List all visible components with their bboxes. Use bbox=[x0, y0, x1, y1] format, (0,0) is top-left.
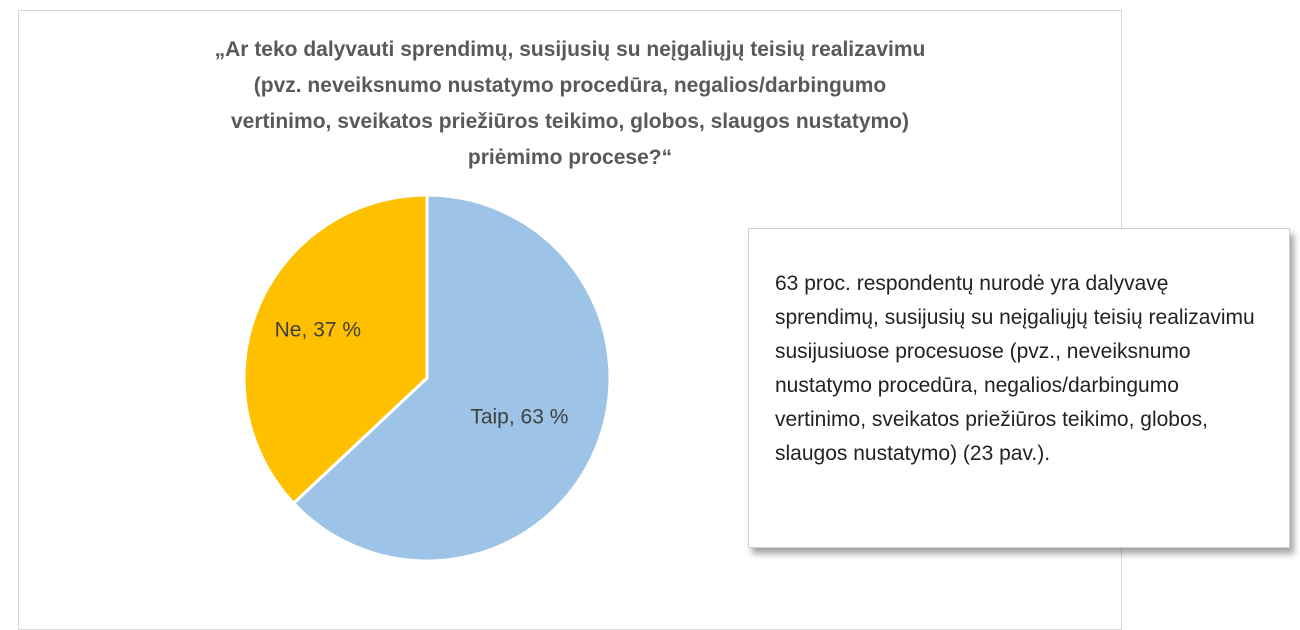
pie-slice bbox=[242, 193, 429, 506]
annotation: 63 proc. respondentų nurodė yra dalyvavę… bbox=[775, 272, 1255, 465]
data-label: Ne, 37 % bbox=[275, 318, 361, 341]
page: „Ar teko dalyvauti sprendimų, susijusių … bbox=[18, 10, 1290, 630]
chart: Taip, 63 % Ne, 37 % bbox=[242, 193, 612, 563]
chart-title: „Ar teko dalyvauti sprendimų, susijusių … bbox=[214, 38, 926, 169]
data-label: Taip, 63 % bbox=[470, 406, 568, 429]
annotation-box: 63 proc. respondentų nurodė yra dalyvavę… bbox=[748, 228, 1290, 548]
pie-slice bbox=[291, 193, 612, 563]
